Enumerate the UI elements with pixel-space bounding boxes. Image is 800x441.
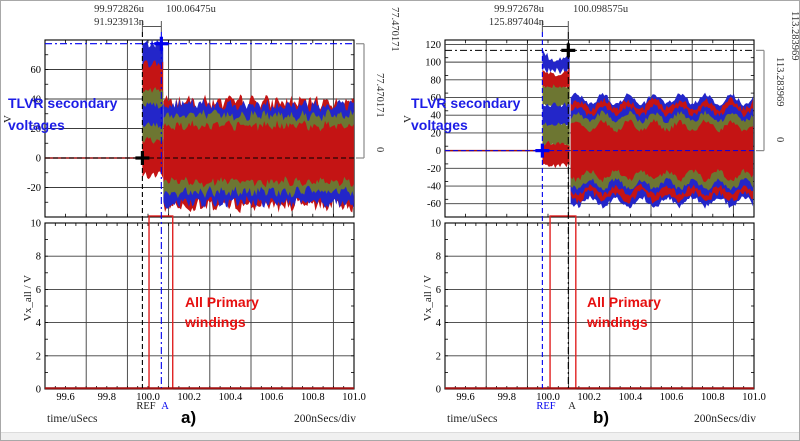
panel-caption: b) (593, 408, 610, 427)
y-tick-label: 8 (436, 252, 441, 263)
cursor-a-time: 100.098575u (573, 4, 629, 15)
y-tick-label: 6 (436, 285, 441, 296)
cursor-delta-voltage-value: 77.470171 (374, 73, 385, 118)
y-tick-label: 2 (36, 351, 41, 362)
steady-band-red (163, 120, 354, 188)
primary-annotation-line2: windings (587, 314, 648, 331)
y-tick-label: 20 (431, 128, 442, 139)
burst-stripe-blue (542, 102, 570, 129)
primary-windings-annotation: All Primary windings (587, 292, 661, 333)
tlvr-annotation-line1: TLVR secondary (8, 95, 118, 111)
x-tick-label: 99.8 (98, 392, 116, 403)
y-tick-label: 0 (36, 154, 41, 165)
burst-stripe-olive (542, 121, 570, 149)
window-bottom-strip (1, 432, 799, 440)
x-tick-label: 100.2 (577, 392, 601, 403)
x-axis-label: time/uSecs (47, 413, 98, 425)
x-tick-label: 100.6 (660, 392, 684, 403)
cursor-delta-voltage-value: 113.283969 (774, 57, 785, 107)
cursor-delta-time: 91.923913n (94, 17, 144, 28)
y-tick-label: -20 (427, 164, 441, 175)
y-tick-label: 10 (31, 219, 42, 230)
y-tick-label: 8 (36, 252, 41, 263)
primary-annotation-line2: windings (185, 314, 246, 331)
cursor-a-voltage-value: 77.470171 (389, 7, 400, 52)
y-tick-label: 6 (36, 285, 41, 296)
burst-stripe-red (542, 140, 570, 169)
tlvr-annotation-line2: voltages (8, 116, 65, 133)
y-tick-label: 80 (431, 75, 442, 86)
x-tick-label: 100.6 (260, 392, 284, 403)
panel-a: 60 40 20 0 -20 10 8 6 4 2 0 99.6 99.8 100.0 100.2 100.4… (1, 1, 401, 433)
x-tick-label: 100.4 (219, 392, 243, 403)
tlvr-secondary-annotation: TLVR secondary voltages (8, 93, 117, 136)
y-tick-label: 4 (36, 318, 42, 329)
y-tick-label: 0 (436, 146, 441, 157)
ref-cursor-label: REF (136, 401, 156, 412)
cursor-delta-time: 125.897404n (488, 17, 544, 28)
panel-b: 120 100 80 60 40 20 0 -20 -40 -60 10 8 6 4 2 0 99.6 99.8 1… (401, 1, 800, 433)
cursor-ref-time: 99.972678u (494, 4, 544, 15)
x-axis-label: time/uSecs (447, 413, 498, 425)
time-scale-label: 200nSecs/div (294, 413, 356, 425)
y-tick-label: 10 (431, 219, 442, 230)
y-tick-label: 0 (436, 385, 441, 396)
primary-annotation-line1: All Primary (185, 294, 259, 310)
a-cursor-label: A (568, 401, 576, 412)
x-tick-label: 100.8 (301, 392, 325, 403)
y-tick-label: 120 (425, 40, 441, 51)
x-tick-label: 100.0 (136, 392, 160, 403)
x-tick-label: 100.8 (701, 392, 725, 403)
y-tick-label: 2 (436, 351, 441, 362)
y-tick-label: -40 (427, 182, 441, 193)
bottom-y-axis-label: Vx_all / V (22, 274, 34, 322)
x-tick-label: 100.0 (536, 392, 560, 403)
primary-annotation-line1: All Primary (587, 294, 661, 310)
burst-stripe-red (542, 67, 570, 92)
y-tick-label: -20 (27, 183, 41, 194)
cursor-a-voltage-value: 113.283969 (789, 11, 800, 61)
primary-windings-annotation: All Primary windings (185, 292, 259, 333)
y-tick-label: 0 (36, 385, 41, 396)
tlvr-annotation-line2: voltages (411, 116, 468, 133)
cursor-a-time: 100.06475u (166, 4, 216, 15)
cursor-ref-voltage-value: 0 (374, 147, 385, 153)
time-scale-label: 200nSecs/div (694, 413, 756, 425)
y-tick-label: 40 (431, 111, 442, 122)
y-tick-label: 60 (431, 93, 442, 104)
x-tick-label: 101.0 (742, 392, 766, 403)
burst-stripe-blue (542, 48, 570, 75)
x-tick-label: 101.0 (342, 392, 366, 403)
y-tick-label: -60 (427, 199, 441, 210)
ref-cursor-label: REF (536, 401, 556, 412)
y-tick-label: 100 (425, 58, 441, 69)
top-y-axis-label: V (401, 115, 414, 123)
x-tick-label: 100.2 (177, 392, 201, 403)
y-tick-label: 4 (436, 318, 442, 329)
tlvr-annotation-line1: TLVR secondary (411, 95, 521, 111)
x-tick-label: 99.8 (498, 392, 516, 403)
cursor-ref-time: 99.972826u (94, 4, 144, 15)
tlvr-secondary-annotation: TLVR secondary voltages (411, 93, 520, 136)
y-tick-label: 60 (31, 65, 42, 76)
bottom-y-axis-label: Vx_all / V (422, 274, 434, 322)
x-tick-label: 100.4 (619, 392, 643, 403)
burst-stripe-olive (542, 84, 570, 109)
bottom-plot-frame (44, 222, 355, 390)
y-tick-label: 20 (31, 124, 42, 135)
a-cursor-label: A (161, 401, 169, 412)
x-tick-label: 99.6 (456, 392, 474, 403)
panel-caption: a) (181, 408, 197, 427)
cursor-ref-voltage-value: 0 (774, 137, 785, 143)
y-tick-label: 40 (31, 95, 42, 106)
top-y-axis-label: V (1, 115, 14, 123)
x-tick-label: 99.6 (56, 392, 74, 403)
